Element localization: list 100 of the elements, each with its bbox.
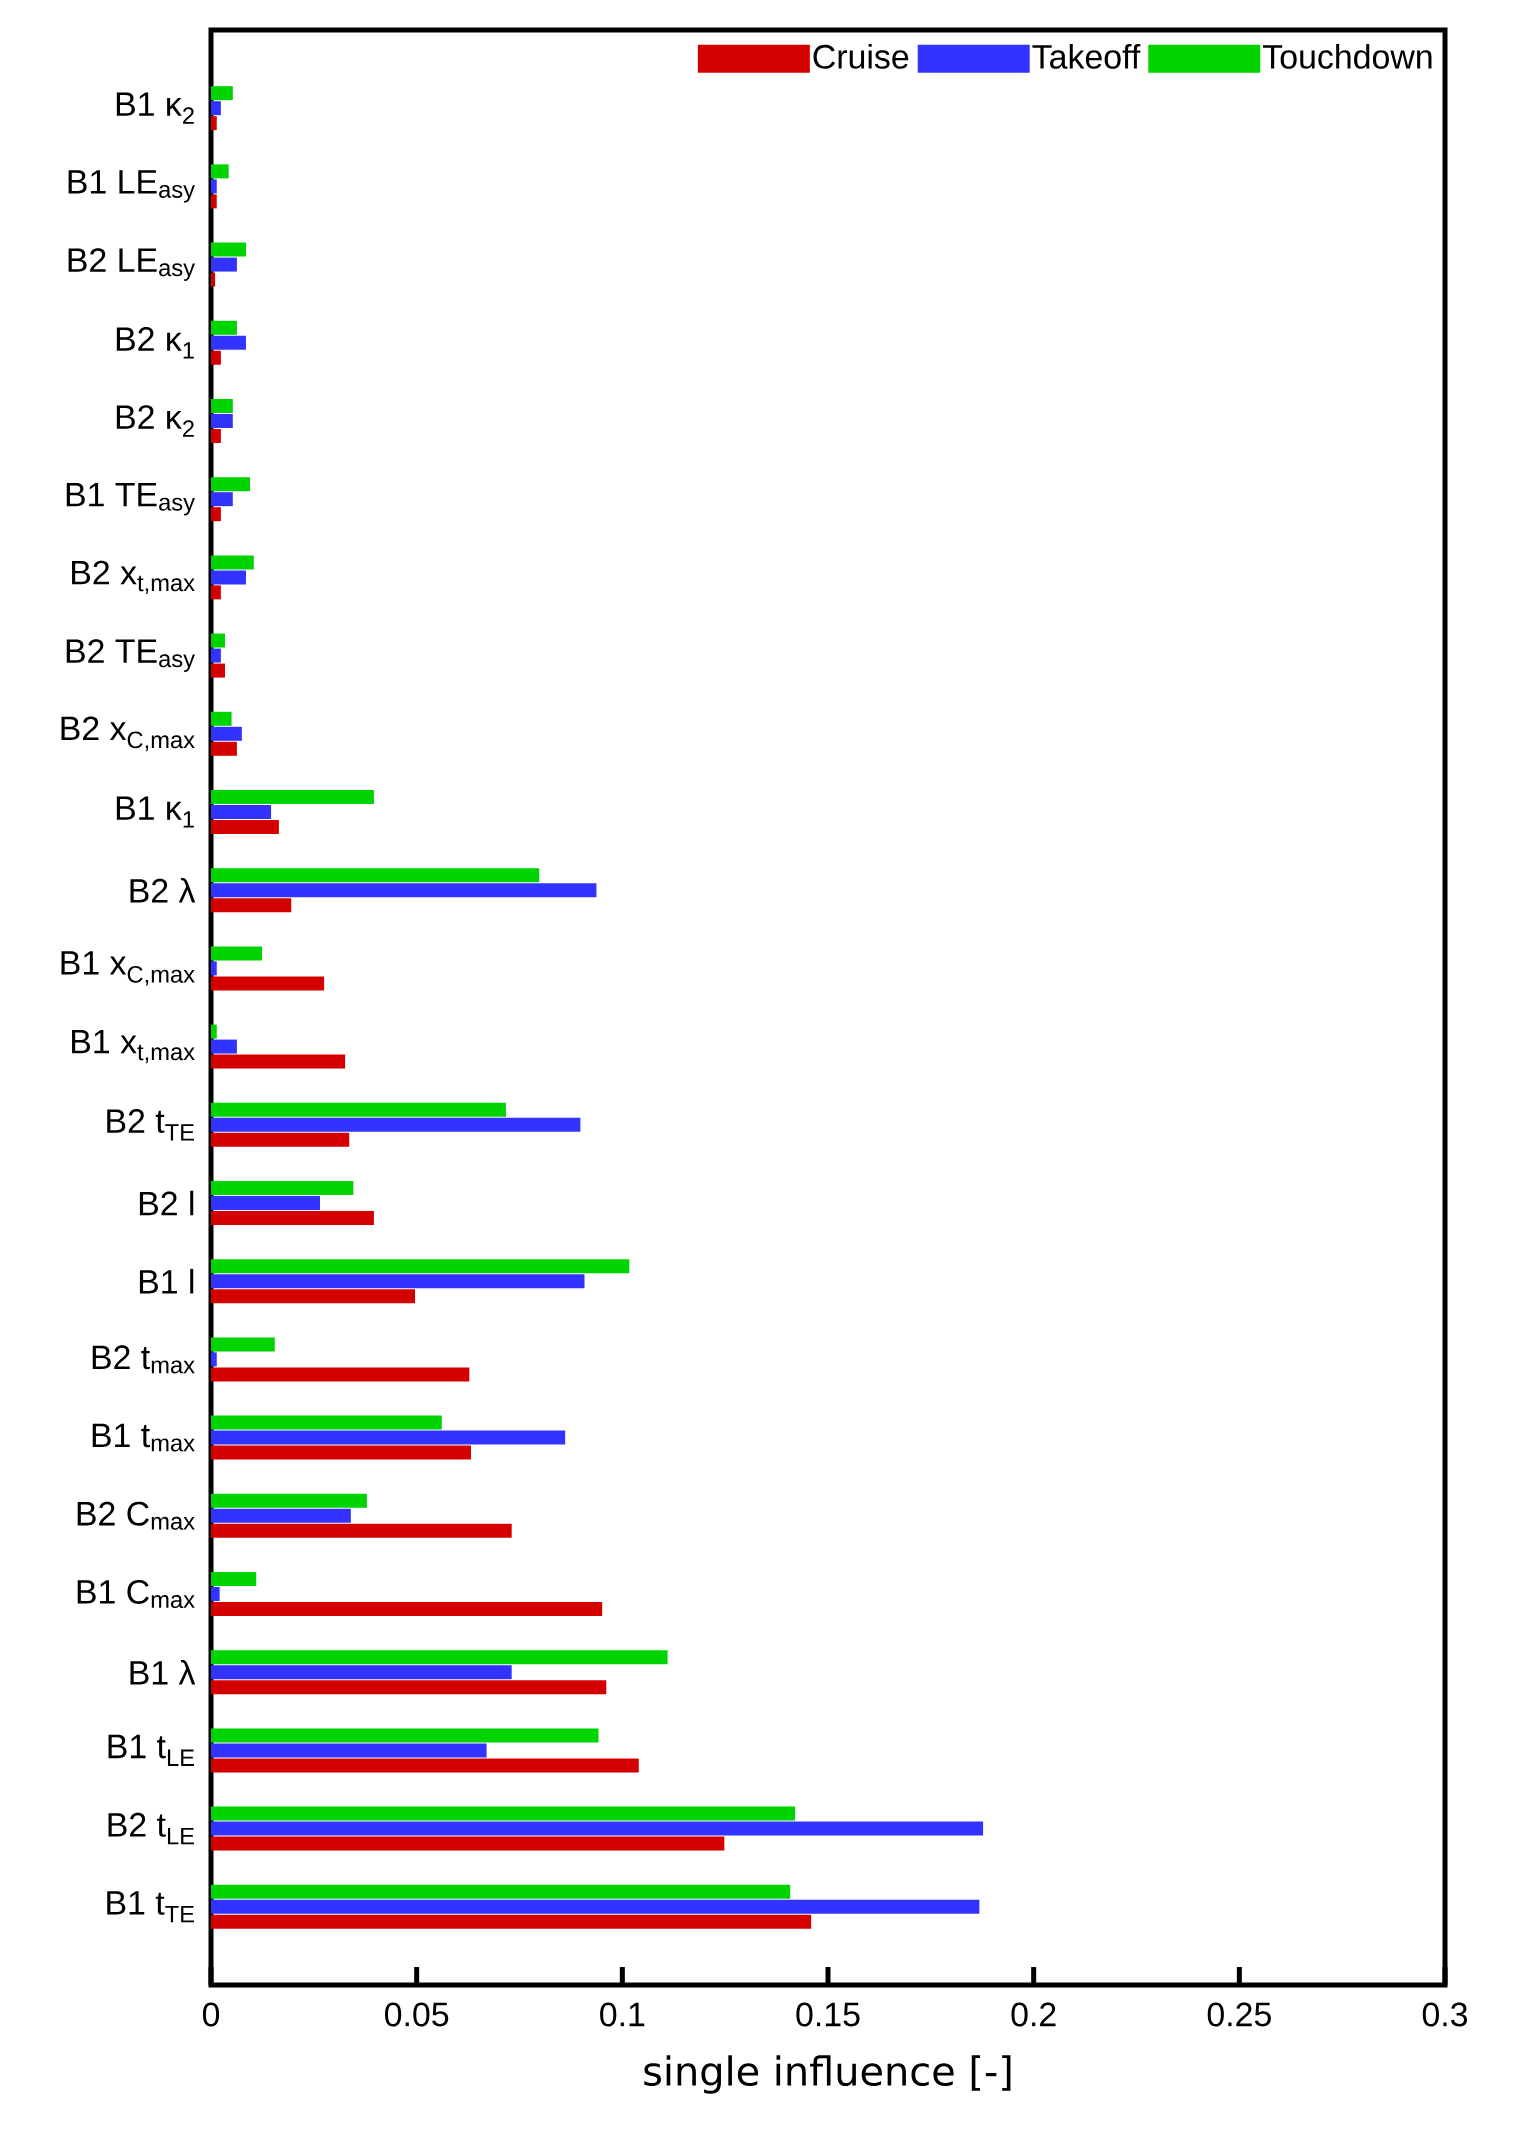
- bar: [211, 1039, 237, 1054]
- bar: [211, 164, 229, 179]
- x-tick-label: 0.15: [796, 2002, 860, 2027]
- y-tick-label: B1 TE$_{asy}$: [66, 482, 195, 516]
- bar: [211, 272, 216, 287]
- bar: [211, 1665, 512, 1680]
- bar: [211, 585, 221, 600]
- bar: [211, 1445, 471, 1460]
- bar: [211, 1210, 374, 1225]
- bar: [211, 1650, 668, 1665]
- bar: [211, 1024, 217, 1039]
- y-tick-label: B2 κ$_{2}$: [116, 405, 194, 437]
- bar: [211, 179, 217, 194]
- bar: [211, 242, 246, 257]
- bar: [211, 1836, 725, 1851]
- bar: [211, 804, 272, 819]
- bar: [211, 101, 221, 116]
- legend-label: Takeoff: [1032, 43, 1141, 69]
- y-tick-label: B2 C$_{max}$: [77, 1501, 195, 1530]
- x-tick-label: 0.25: [1207, 2002, 1271, 2027]
- bar: [211, 1601, 603, 1616]
- bar: [211, 1884, 791, 1899]
- bar: [211, 86, 233, 101]
- bar: [211, 1352, 217, 1367]
- y-tick-label: B1 LE$_{asy}$: [68, 170, 195, 203]
- y-tick-label: B2 κ$_{1}$: [116, 327, 194, 359]
- bar: [211, 194, 217, 209]
- bar: [211, 335, 246, 350]
- y-tick-label: B2 x$_{C,max}$: [61, 716, 195, 752]
- bar: [211, 648, 221, 663]
- y-tick-label: B2 x$_{t,max}$: [72, 560, 195, 595]
- bar: [211, 492, 233, 507]
- bar: [211, 1415, 442, 1430]
- bar: [211, 1195, 320, 1210]
- bar: [211, 961, 217, 976]
- bar: [211, 1430, 566, 1445]
- bar: [211, 663, 225, 678]
- x-tick-label: 0.05: [385, 2002, 449, 2027]
- y-tick-label: B1 κ$_{1}$: [116, 796, 194, 828]
- bar: [211, 413, 233, 428]
- bar: [211, 1054, 346, 1069]
- bar: [211, 1508, 351, 1523]
- x-tick-label: 0.1: [600, 2002, 645, 2027]
- bar: [211, 868, 540, 883]
- bar: [211, 1806, 796, 1821]
- bar: [211, 1571, 257, 1586]
- bar: [211, 1680, 607, 1695]
- y-tick-label: B1 t$_{TE}$: [107, 1891, 194, 1923]
- bar: [211, 350, 221, 365]
- bar: [211, 789, 374, 804]
- y-tick-label: B2 TE$_{asy}$: [66, 639, 195, 672]
- y-tick-label: B1 λ: [130, 1659, 196, 1685]
- bar: [211, 1821, 984, 1836]
- y-tick-label: B2 λ: [130, 877, 196, 903]
- bar: [211, 428, 221, 443]
- bar: [211, 1914, 812, 1929]
- bar: [211, 555, 254, 570]
- y-tick-label: B2 t$_{max}$: [92, 1345, 195, 1374]
- bar: [211, 507, 221, 522]
- bar: [211, 1259, 630, 1274]
- bar: [211, 1132, 350, 1147]
- bar: [211, 1493, 367, 1508]
- bar: [211, 1743, 487, 1758]
- y-tick-label: B2 t$_{LE}$: [108, 1812, 194, 1845]
- bar: [211, 398, 233, 413]
- bar: [211, 1289, 416, 1304]
- y-tick-label: B1 x$_{t,max}$: [72, 1030, 195, 1064]
- bar: [211, 1523, 512, 1538]
- y-tick-label: B2 l: [139, 1190, 194, 1216]
- legend-label: Touchdown: [1263, 43, 1432, 69]
- x-tick-label: 0: [202, 2002, 220, 2027]
- bar: [211, 726, 242, 741]
- bar: [211, 741, 237, 756]
- bar: [211, 116, 217, 131]
- bar: [211, 633, 225, 648]
- bar: [211, 1180, 354, 1195]
- bar: [211, 819, 279, 834]
- bar: [211, 711, 232, 726]
- y-tick-label: B1 l: [139, 1268, 194, 1294]
- y-tick-label: B1 t$_{max}$: [92, 1423, 195, 1452]
- y-tick-label: B1 t$_{LE}$: [108, 1734, 194, 1766]
- y-tick-label: B1 C$_{max}$: [77, 1579, 195, 1609]
- y-tick-label: B2 t$_{TE}$: [107, 1109, 194, 1141]
- x-axis-title: single influence [-]: [644, 2055, 1011, 2094]
- bar: [211, 320, 237, 335]
- bar: [211, 1117, 581, 1132]
- y-tick-label: B1 κ$_{2}$: [116, 92, 194, 124]
- y-tick-label: B2 LE$_{asy}$: [68, 248, 195, 281]
- bar: [211, 1758, 639, 1773]
- bar: [211, 570, 246, 585]
- bar: [211, 1367, 470, 1382]
- bar: [211, 1102, 506, 1117]
- y-tick-label: B1 x$_{C,max}$: [61, 951, 195, 986]
- bar: [211, 257, 237, 272]
- x-tick-label: 0.2: [1011, 2002, 1056, 2027]
- bar: [211, 477, 251, 492]
- legend-label: Cruise: [813, 43, 909, 69]
- bar: [211, 1899, 980, 1914]
- bar: [211, 898, 292, 913]
- bar: [211, 1586, 220, 1601]
